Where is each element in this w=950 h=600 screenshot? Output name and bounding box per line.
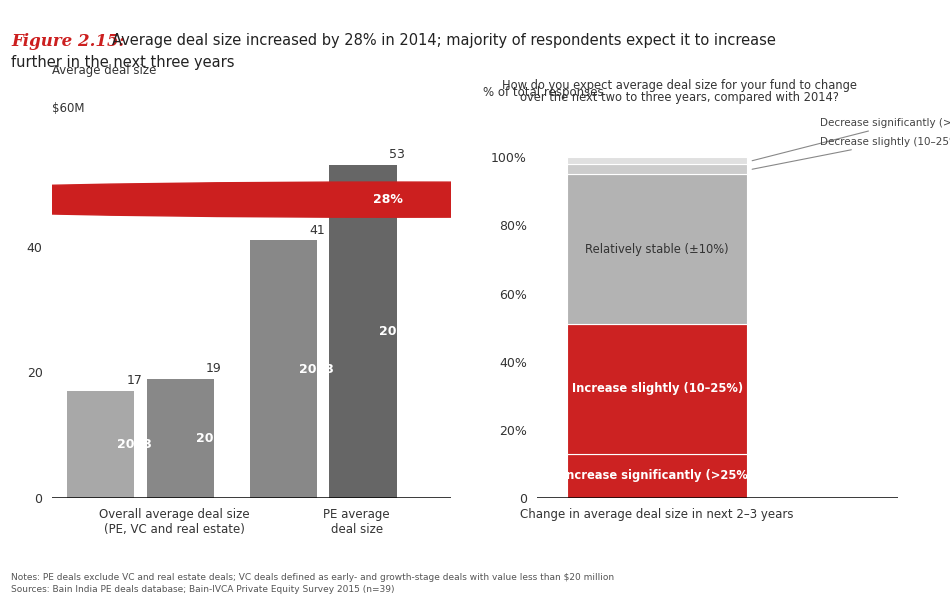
Text: 53: 53 xyxy=(389,148,405,161)
Text: 2014: 2014 xyxy=(197,432,232,445)
Bar xyxy=(146,379,214,498)
Text: Decrease slightly (10–25%): Decrease slightly (10–25%) xyxy=(752,137,950,169)
Bar xyxy=(567,454,748,498)
Text: 2013: 2013 xyxy=(299,363,334,376)
Text: 19: 19 xyxy=(206,362,222,375)
Text: 41: 41 xyxy=(309,224,325,236)
Bar xyxy=(330,165,397,498)
Text: Average deal size: Average deal size xyxy=(52,64,157,77)
Text: How do you expect average deal size for your fund to change: How do you expect average deal size for … xyxy=(502,79,857,92)
Text: ... With further increase expected in the coming years: ... With further increase expected in th… xyxy=(488,71,821,80)
Text: % of total responses: % of total responses xyxy=(483,86,603,99)
Text: Decrease significantly (>25%): Decrease significantly (>25%) xyxy=(752,118,950,161)
Text: Notes: PE deals exclude VC and real estate deals; VC deals defined as early- and: Notes: PE deals exclude VC and real esta… xyxy=(11,573,615,582)
Text: Sources: Bain India PE deals database; Bain-IVCA Private Equity Survey 2015 (n=3: Sources: Bain India PE deals database; B… xyxy=(11,585,395,594)
Bar xyxy=(567,175,748,324)
Bar xyxy=(567,157,748,164)
Text: Figure 2.15:: Figure 2.15: xyxy=(11,33,125,50)
Text: $60M: $60M xyxy=(52,102,85,115)
Bar xyxy=(66,391,134,498)
Text: 2013: 2013 xyxy=(117,438,152,451)
Bar xyxy=(567,324,748,454)
Text: Increase slightly (10–25%): Increase slightly (10–25%) xyxy=(572,382,743,395)
Bar xyxy=(567,164,748,175)
Text: over the next two to three years, compared with 2014?: over the next two to three years, compar… xyxy=(520,91,839,104)
Text: 17: 17 xyxy=(126,374,142,388)
Text: 28%: 28% xyxy=(373,193,403,206)
Text: The average deal size increased from $41 million to $53 million for PE deals ...: The average deal size increased from $41… xyxy=(17,68,466,83)
Circle shape xyxy=(0,182,950,217)
Text: Increase significantly (>25%): Increase significantly (>25%) xyxy=(561,469,752,482)
Bar xyxy=(250,241,317,498)
Text: Relatively stable (±10%): Relatively stable (±10%) xyxy=(585,243,729,256)
Text: further in the next three years: further in the next three years xyxy=(11,55,235,70)
Text: 2014: 2014 xyxy=(379,325,414,338)
Text: Average deal size increased by 28% in 2014; majority of respondents expect it to: Average deal size increased by 28% in 20… xyxy=(112,33,776,48)
